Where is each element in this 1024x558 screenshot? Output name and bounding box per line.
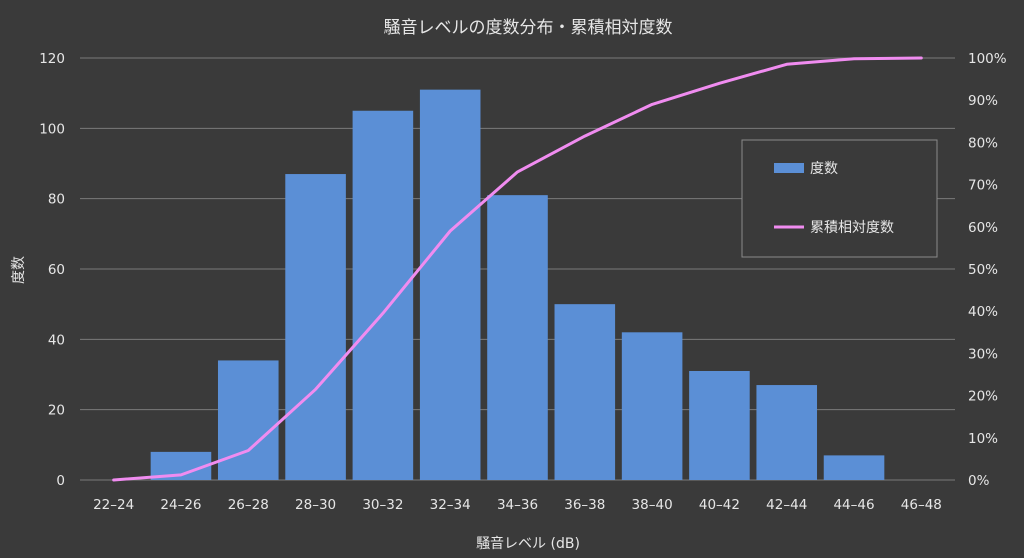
bar: [554, 304, 616, 480]
bar: [689, 370, 750, 480]
legend-box: [741, 139, 938, 258]
x-tick-label: 46–48: [901, 497, 942, 513]
x-axis-ticks: 22–24 24–26 26–28 28–30 30–32 32–34 34–36 36–38…: [93, 497, 942, 513]
legend: 度数 累積相対度数: [741, 139, 938, 258]
x-tick-label: 32–34: [430, 497, 471, 513]
y2-axis-ticks: 0% 10% 20% 30% 40% 50% 60% 70% 80% 90% 100%: [968, 51, 1007, 489]
x-tick-label: 28–30: [295, 497, 336, 513]
legend-label-cumulative: 累積相対度数: [810, 220, 894, 236]
y-axis-title: 度数: [11, 256, 27, 284]
y2-tick-label: 20%: [968, 389, 998, 405]
x-tick-label: 36–38: [564, 497, 605, 513]
x-tick-label: 44–46: [833, 497, 874, 513]
y-axis-ticks: 0 20 40 60 80 100 120: [39, 51, 65, 489]
x-tick-label: 40–42: [699, 497, 740, 513]
y2-tick-label: 0%: [968, 473, 990, 489]
y-tick-label: 120: [39, 51, 65, 67]
x-tick-label: 22–24: [93, 497, 134, 513]
y2-tick-label: 90%: [968, 93, 998, 109]
y-tick-label: 80: [48, 192, 65, 208]
y2-tick-label: 80%: [968, 135, 998, 151]
cumulative-line: [112, 56, 923, 482]
y2-tick-label: 30%: [968, 346, 998, 362]
bar: [352, 110, 414, 480]
legend-label-frequency: 度数: [810, 161, 838, 177]
y2-tick-label: 10%: [968, 431, 998, 447]
bar: [487, 195, 548, 480]
x-tick-label: 34–36: [497, 497, 538, 513]
x-tick-label: 24–26: [160, 497, 201, 513]
x-tick-label: 38–40: [632, 497, 673, 513]
y2-tick-label: 50%: [968, 262, 998, 278]
y-tick-label: 0: [56, 473, 65, 489]
cumulative-line-series: [112, 56, 923, 482]
x-axis-title: 騒音レベル (dB): [476, 535, 580, 552]
legend-bar-swatch: [774, 163, 804, 173]
y2-tick-label: 60%: [968, 220, 998, 236]
bar: [621, 332, 683, 480]
y-tick-label: 40: [48, 332, 65, 348]
y-tick-label: 20: [48, 403, 65, 419]
bar: [419, 89, 481, 481]
y2-tick-label: 70%: [968, 178, 998, 194]
bar: [285, 174, 346, 481]
y2-tick-label: 40%: [968, 304, 998, 320]
y-tick-label: 100: [39, 121, 65, 137]
bar: [217, 360, 279, 480]
bars: [150, 89, 885, 481]
y2-tick-label: 100%: [968, 51, 1007, 67]
chart-title: 騒音レベルの度数分布・累積相対度数: [384, 18, 673, 38]
y-tick-label: 60: [48, 262, 65, 278]
x-tick-label: 42–44: [766, 497, 807, 513]
bar: [823, 455, 885, 480]
bar: [756, 385, 818, 480]
x-tick-label: 26–28: [228, 497, 269, 513]
x-tick-label: 30–32: [362, 497, 403, 513]
